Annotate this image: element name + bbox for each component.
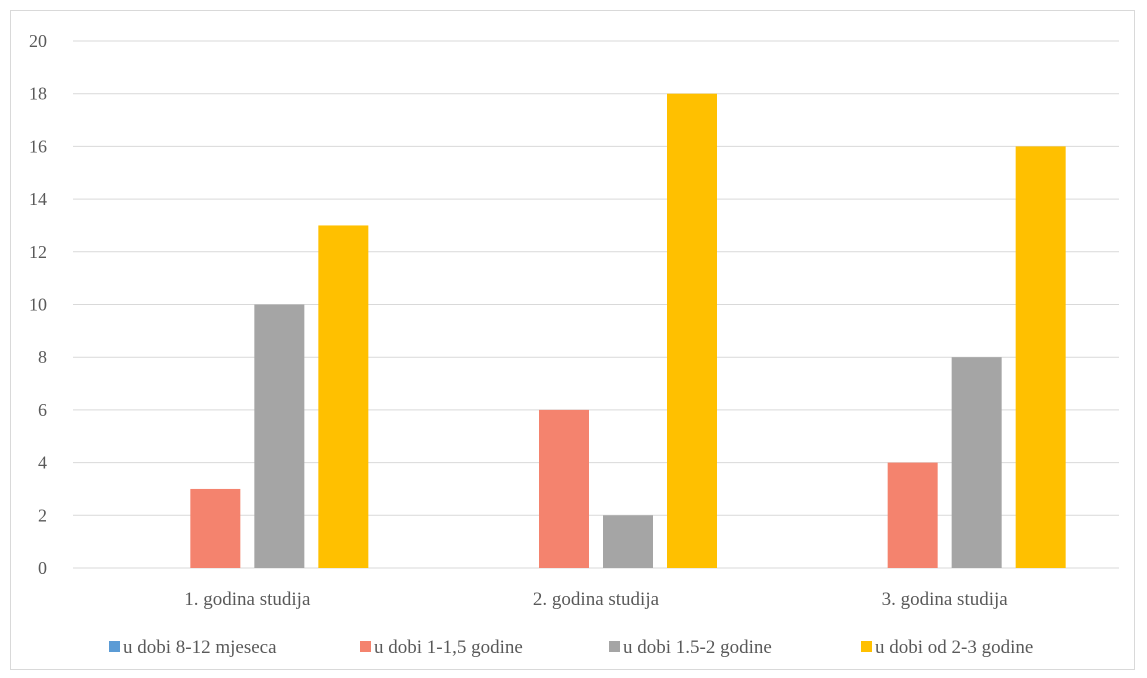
- bar-1-series-2: [190, 488, 241, 568]
- legend-swatch: [109, 641, 120, 652]
- gridlines: [73, 40, 1119, 569]
- bar-3-series-3: [951, 357, 1002, 568]
- y-tick-label: 0: [38, 558, 47, 578]
- category-label: 2. godina studija: [533, 589, 660, 610]
- legend-label: u dobi od 2-3 godine: [875, 637, 1033, 658]
- y-tick-label: 20: [29, 31, 47, 51]
- y-tick-label: 4: [38, 453, 47, 473]
- bars: [190, 93, 1066, 568]
- y-axis-ticks: 0 2 4 6 8 10 12 14 16 18 20: [29, 31, 47, 578]
- y-tick-label: 14: [29, 189, 47, 209]
- category-label: 1. godina studija: [184, 589, 311, 610]
- legend-swatch: [861, 641, 872, 652]
- y-tick-label: 2: [38, 505, 47, 525]
- y-tick-label: 10: [29, 295, 47, 315]
- y-tick-label: 18: [29, 84, 47, 104]
- bar-2-series-2: [539, 409, 589, 568]
- bar-2-series-4: [667, 93, 717, 568]
- bar-3-series-4: [1015, 146, 1066, 568]
- legend-label: u dobi 1.5-2 godine: [623, 637, 772, 658]
- legend-swatch: [360, 641, 371, 652]
- bar-1-series-3: [254, 304, 305, 568]
- category-label: 3. godina studija: [882, 589, 1009, 610]
- bar-2-series-3: [603, 515, 653, 568]
- y-tick-label: 16: [29, 136, 47, 156]
- y-tick-label: 6: [38, 400, 47, 420]
- legend-label: u dobi 1-1,5 godine: [374, 637, 523, 658]
- legend-swatch: [609, 641, 620, 652]
- bar-3-series-2: [887, 462, 938, 568]
- legend-label: u dobi 8-12 mjeseca: [123, 637, 277, 658]
- y-tick-label: 12: [29, 242, 47, 262]
- y-tick-label: 8: [38, 347, 47, 367]
- x-axis-categories: 1. godina studija 2. godina studija 3. god…: [184, 589, 1008, 610]
- legend: u dobi 8-12 mjeseca u dobi 1-1,5 godine u …: [109, 637, 1033, 658]
- bar-1-series-4: [318, 225, 369, 568]
